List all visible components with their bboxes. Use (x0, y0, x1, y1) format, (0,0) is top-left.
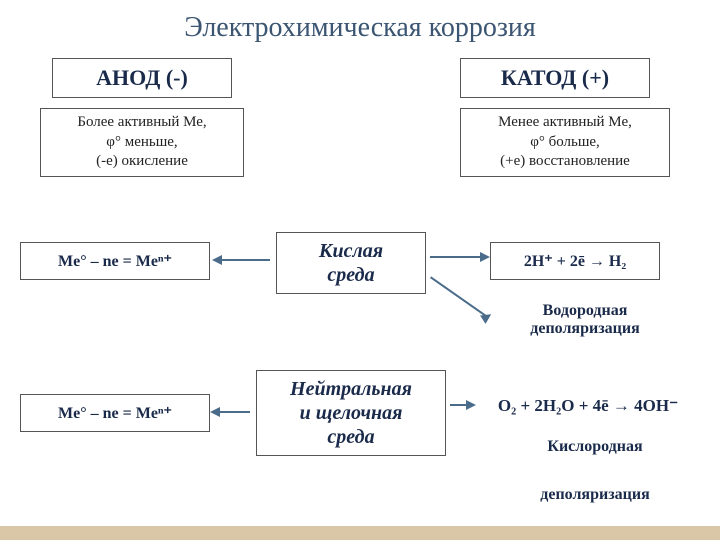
cathode-desc-l3: (+e) восстановление (500, 153, 630, 169)
arrowhead-neutral-left (210, 407, 220, 417)
arrowhead-acidic-left (212, 255, 222, 265)
arrow-acidic-diag (430, 276, 488, 318)
medium-acidic-l2: среда (327, 264, 374, 286)
anode-description: Более активный Ме, φ° меньше, (-e) окисл… (40, 108, 244, 177)
footer-band (0, 526, 720, 540)
arrowhead-neutral-right (466, 400, 476, 410)
h-depol-l1: Водородная (543, 302, 628, 319)
anode-desc-l1: Более активный Ме, (77, 114, 206, 130)
cathode-header: КАТОД (+) (460, 58, 650, 98)
arrow-neutral-left (218, 411, 250, 413)
medium-neutral-l1: Нейтральная (290, 378, 412, 400)
h-depol-l2: деполяризация (530, 320, 639, 337)
page-title: Электрохимическая коррозия (0, 0, 720, 60)
hydrogen-depolarization-caption: Водородная деполяризация (490, 302, 680, 338)
cathode-equation-acidic: 2H⁺ + 2ē → H₂ (490, 242, 660, 280)
anode-header: АНОД (-) (52, 58, 232, 98)
medium-acidic: Кислая среда (276, 232, 426, 294)
cathode-description: Менее активный Ме, φ° больше, (+e) восст… (460, 108, 670, 177)
anode-desc-l3: (-e) окисление (96, 153, 188, 169)
cathode-equation-neutral: O₂ + 2H₂O + 4ē → 4OH⁻ (468, 396, 708, 416)
anode-desc-l2: φ° меньше, (106, 134, 177, 150)
medium-acidic-l1: Кислая (319, 240, 383, 262)
arrowhead-acidic-right (480, 252, 490, 262)
arrow-acidic-right (430, 256, 482, 258)
medium-neutral-l3: среда (327, 426, 374, 448)
oxygen-depolarization-caption: Кислородная (500, 438, 690, 456)
anode-equation-neutral: Me° – ne = Meⁿ⁺ (20, 394, 210, 432)
medium-neutral-l2: и щелочная (300, 402, 403, 424)
anode-equation-acidic: Me° – ne = Meⁿ⁺ (20, 242, 210, 280)
medium-neutral: Нейтральная и щелочная среда (256, 370, 446, 456)
o-depol-l1: Кислородная (547, 438, 642, 455)
cathode-desc-l2: φ° больше, (530, 134, 600, 150)
oxygen-depolarization-caption2: деполяризация (500, 486, 690, 504)
cathode-desc-l1: Менее активный Ме, (498, 114, 632, 130)
o-depol-l2: деполяризация (540, 486, 649, 503)
arrow-acidic-left (220, 259, 270, 261)
